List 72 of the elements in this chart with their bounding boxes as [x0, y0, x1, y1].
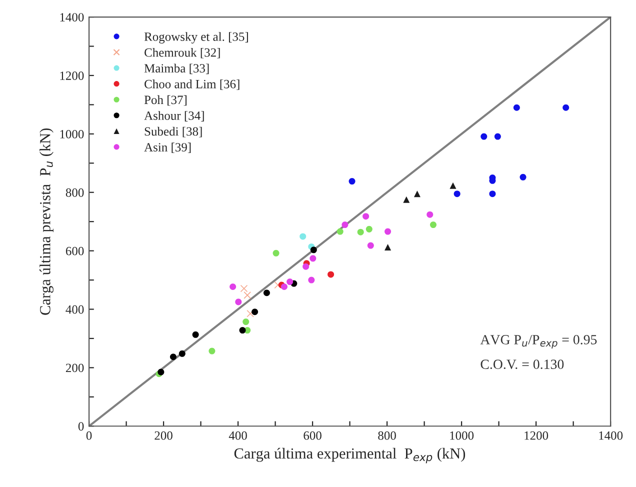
y-tick-label: 1200	[60, 72, 84, 80]
x-axis-title: Carga última experimental P$_{exp}$ (kN)	[234, 448, 466, 464]
annotation: C.O.V. = 0.130	[480, 360, 564, 370]
point	[494, 133, 501, 140]
point	[242, 318, 250, 326]
legend-label: Subedi [38]	[144, 126, 202, 138]
point	[310, 255, 316, 262]
legend-label: Ashour [34]	[144, 111, 204, 122]
point	[430, 222, 436, 228]
point	[362, 213, 370, 220]
point	[367, 242, 374, 249]
point	[308, 276, 315, 284]
point	[357, 228, 364, 236]
point	[274, 281, 282, 289]
point	[366, 226, 372, 232]
point	[450, 182, 456, 189]
point	[286, 278, 294, 286]
x-tick-label: 1000	[450, 431, 474, 440]
point	[192, 331, 199, 338]
point	[342, 222, 348, 228]
point	[520, 174, 526, 180]
legend-label: Poh [37]	[144, 95, 187, 106]
x-tick-label: 200	[154, 431, 172, 440]
point	[562, 104, 570, 111]
point	[414, 190, 420, 198]
y-tick-label: 0	[78, 422, 84, 431]
point	[348, 178, 356, 185]
point	[454, 190, 460, 198]
x-tick-label: 800	[378, 431, 396, 440]
point	[310, 246, 317, 254]
y-tick-label: 200	[66, 364, 84, 372]
point	[384, 228, 392, 235]
x-tick-label: 0	[86, 431, 92, 440]
x-tick-label: 1400	[599, 431, 623, 440]
point	[336, 228, 344, 235]
point	[240, 284, 248, 292]
point	[244, 292, 252, 299]
point	[263, 290, 270, 296]
annotation: AVG P$_{u}$/P$_{exp}$ = 0.95	[480, 335, 597, 349]
y-tick-label: 600	[66, 246, 84, 256]
y-tick-label: 1400	[60, 13, 84, 22]
y-tick-label: 800	[66, 188, 84, 197]
x-tick-label: 1200	[524, 431, 548, 440]
point	[235, 298, 242, 306]
legend-label: Choo and Lim [36]	[144, 80, 240, 90]
point	[252, 308, 258, 316]
legend-label: Maimba [33]	[144, 64, 209, 74]
point	[426, 211, 434, 218]
legend-label: Asin [39]	[144, 142, 191, 154]
y-tick-label: 1000	[60, 130, 84, 138]
point	[208, 348, 216, 354]
point	[178, 350, 186, 357]
point	[384, 244, 392, 251]
point	[272, 250, 280, 256]
point	[170, 354, 176, 360]
x-tick-label: 400	[228, 431, 247, 440]
point	[300, 233, 306, 240]
point	[239, 327, 246, 334]
point	[302, 263, 310, 270]
point	[480, 133, 488, 140]
point	[246, 310, 254, 318]
point	[328, 271, 334, 278]
y-axis-title: Carga última prevista P$_{u}$ (kN)	[40, 128, 54, 315]
x-tick-label: 600	[304, 431, 322, 440]
y-tick-label: 400	[66, 305, 84, 314]
point	[403, 196, 410, 203]
legend-label: Chemrouk [32]	[144, 48, 220, 58]
point	[280, 283, 288, 290]
legend-label: Rogowsky et al. [35]	[144, 32, 248, 44]
point	[230, 283, 236, 290]
point	[489, 190, 496, 198]
point	[513, 104, 520, 111]
